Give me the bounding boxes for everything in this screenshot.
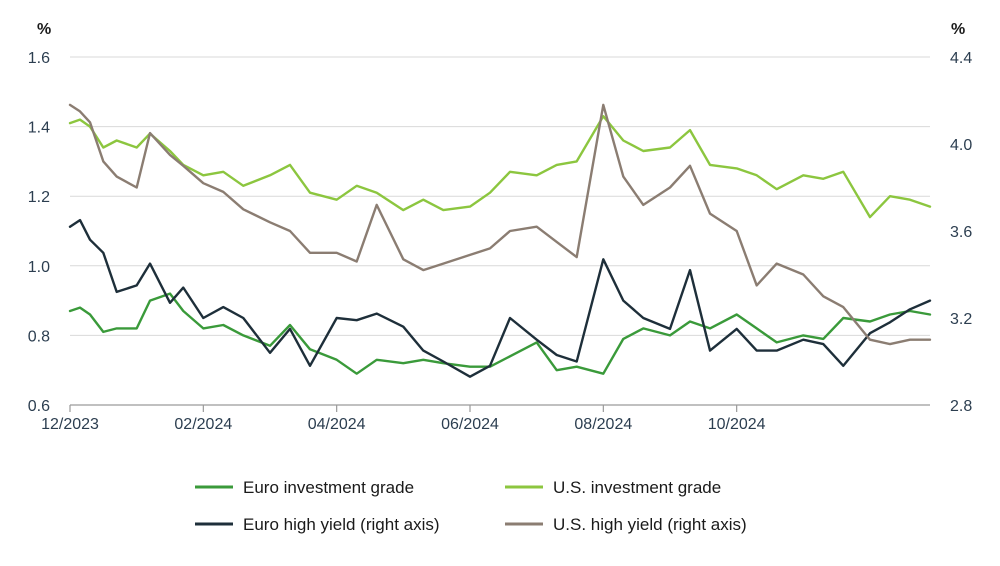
series-lines [68,103,932,378]
right-axis-unit: % [951,21,965,38]
x-tick-label: 04/2024 [308,416,366,433]
legend-label: Euro investment grade [243,478,414,497]
right-tick-label: 3.2 [950,311,972,328]
left-axis-unit: % [37,21,51,38]
right-tick-label: 3.6 [950,224,972,241]
x-tick-label: 10/2024 [708,416,766,433]
x-tick-label: 06/2024 [441,416,499,433]
right-tick-label: 4.0 [950,137,972,154]
left-tick-label: 0.6 [28,398,50,415]
left-tick-label: 0.8 [28,328,50,345]
x-tick-label: 08/2024 [574,416,632,433]
right-axis-ticks: 2.8 3.2 3.6 4.0 4.4 [950,50,972,415]
right-tick-label: 2.8 [950,398,972,415]
series-line-1 [68,292,932,375]
series-line-3 [68,218,932,378]
x-tick-label: 02/2024 [174,416,232,433]
x-axis-ticks: 12/2023 02/2024 04/2024 06/2024 08/2024 10/20… [41,405,766,433]
x-tick-label: 12/2023 [41,416,99,433]
legend-label: U.S. high yield (right axis) [553,515,747,534]
left-tick-label: 1.6 [28,50,50,67]
series-line-4 [68,103,932,346]
left-tick-label: 1.4 [28,120,50,137]
right-tick-label: 4.4 [950,50,972,67]
legend-label: U.S. investment grade [553,478,721,497]
legend: Euro investment grade U.S. investment gra… [195,478,747,534]
series-line-2 [68,114,932,219]
left-tick-label: 1.2 [28,189,50,206]
legend-label: Euro high yield (right axis) [243,515,440,534]
axes: % % [37,21,965,406]
left-axis-ticks: 0.6 0.8 1.0 1.2 1.4 1.6 [28,50,50,415]
gridlines [70,56,930,336]
left-tick-label: 1.0 [28,259,50,276]
